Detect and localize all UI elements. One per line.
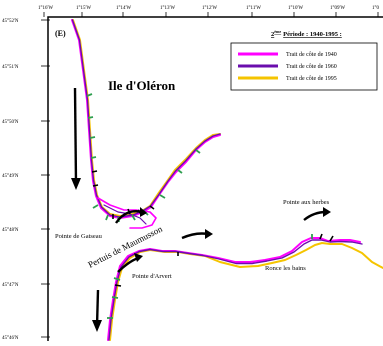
- legend-label-1960: Trait de côte de 1960: [286, 64, 337, 70]
- lat-tick-label: 45°49'N: [2, 174, 19, 179]
- arrow-head-icon: [71, 178, 81, 190]
- lat-tick-label: 45°50'N: [2, 120, 19, 125]
- lat-tick-label: 45°52'N: [2, 19, 19, 24]
- erosion-ticks: [91, 170, 334, 287]
- lon-tick-label: 1°10'W: [288, 6, 303, 11]
- period-superscript-suffix: ème: [274, 29, 281, 34]
- lat-tick-label: 45°46'N: [2, 336, 19, 341]
- coastline-1940-arvert: [107, 237, 361, 341]
- coastline-1960-arvert: [108, 239, 363, 341]
- lat-tick-label: 45°48'N: [2, 228, 19, 233]
- label-pointe-arvert: Pointe d'Arvert: [132, 273, 172, 280]
- legend-label-1995: Trait de côte de 1995: [286, 76, 337, 82]
- arrow-pertuis-current: [181, 232, 209, 240]
- arrow-head-icon: [323, 207, 331, 217]
- island-label: Ile d'Oléron: [108, 78, 176, 93]
- legend: 2ème Période : 1940-1995 : Trait de côte …: [230, 29, 378, 91]
- arrow-north-current: [73, 87, 78, 185]
- label-pointe-gatseau: Pointe de Gatseau: [55, 233, 103, 240]
- label-pointe-herbes: Pointe aux herbes: [283, 199, 330, 206]
- coastline-1960-oleron: [71, 19, 221, 218]
- legend-period-title: 2ème Période : 1940-1995 :: [271, 29, 342, 38]
- coastline-1940-spit: [97, 197, 157, 229]
- map-frame: [47, 16, 383, 346]
- lon-tick-label: 1°14'W: [116, 6, 131, 11]
- arrow-head-icon: [205, 229, 213, 239]
- arrow-head-icon: [92, 320, 102, 332]
- arrow-head-icon: [134, 253, 143, 262]
- legend-label-1940: Trait de côte de 1940: [286, 52, 337, 58]
- lat-tick-label: 45°51'N: [2, 65, 19, 70]
- lon-tick-label: 1°12'W: [202, 6, 217, 11]
- lon-tick-label: 1°11'W: [246, 6, 261, 11]
- coastline-1940-oleron: [71, 19, 221, 219]
- lon-tick-label: 1°16'W: [38, 6, 53, 11]
- lon-tick-label: 1°09'W: [330, 6, 345, 11]
- lon-tick-label: 1°15'W: [76, 6, 91, 11]
- arrow-herbes-current: [303, 210, 327, 221]
- period-text: Période : 1940-1995 :: [283, 31, 342, 38]
- lon-tick-label: 1°0: [372, 6, 379, 11]
- panel-letter: (E): [55, 29, 66, 38]
- period-superscript: 2: [271, 31, 274, 38]
- coastline-1995-arvert: [109, 242, 383, 341]
- lat-tick-label: 45°47'N: [2, 283, 19, 288]
- current-arrows: [71, 87, 331, 332]
- lon-tick-label: 1°13'W: [160, 6, 175, 11]
- arrow-head-icon: [140, 207, 147, 217]
- accretion-ticks: [86, 93, 313, 319]
- label-ronce: Ronce les bains: [265, 265, 306, 272]
